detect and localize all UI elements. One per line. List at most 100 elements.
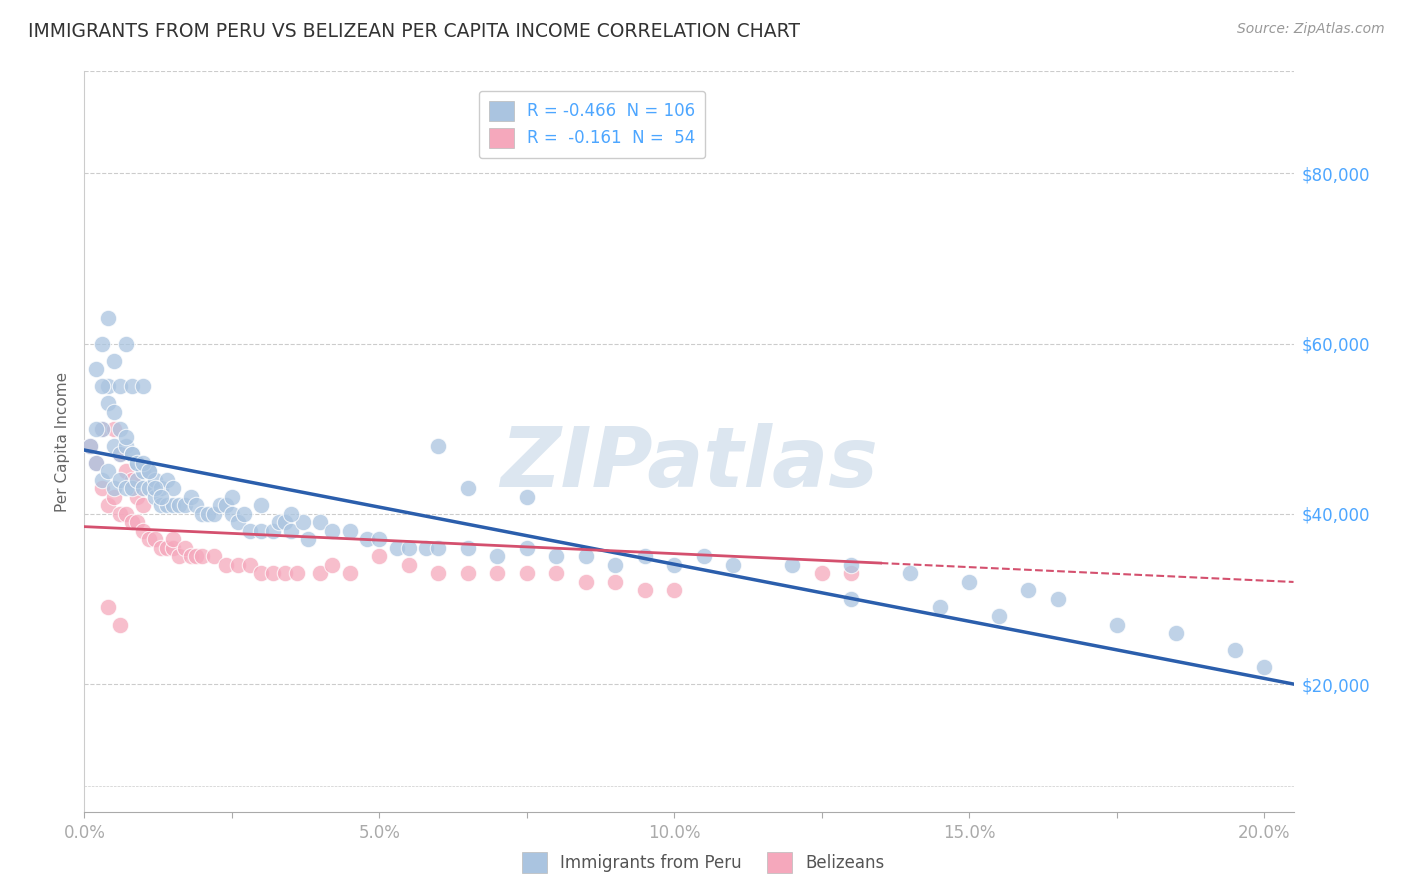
Point [280, 524, 302, 538]
Point [274, 566, 297, 581]
Point [356, 533, 378, 547]
Point [127, 456, 149, 470]
Point [1046, 591, 1069, 606]
Point [321, 558, 343, 572]
Point [202, 507, 225, 521]
Point [97, 600, 120, 615]
Point [297, 533, 319, 547]
Point [634, 583, 657, 598]
Point [121, 447, 143, 461]
Point [280, 507, 302, 521]
Point [150, 490, 173, 504]
Point [226, 516, 249, 530]
Point [114, 430, 136, 444]
Point [103, 481, 125, 495]
Point [398, 558, 420, 572]
Point [97, 311, 120, 326]
Point [385, 541, 408, 555]
Point [127, 490, 149, 504]
Point [79, 439, 101, 453]
Point [605, 574, 627, 589]
Point [839, 558, 862, 572]
Point [121, 473, 143, 487]
Point [516, 541, 538, 555]
Point [1017, 583, 1039, 598]
Point [634, 549, 657, 564]
Point [457, 481, 479, 495]
Point [132, 499, 155, 513]
Point [180, 490, 202, 504]
Point [457, 566, 479, 581]
Point [238, 524, 260, 538]
Point [215, 499, 238, 513]
Point [108, 617, 131, 632]
Point [368, 533, 391, 547]
Point [321, 524, 343, 538]
Point [274, 516, 297, 530]
Point [987, 609, 1010, 624]
Point [202, 549, 225, 564]
Point [575, 574, 598, 589]
Point [262, 566, 284, 581]
Point [97, 379, 120, 393]
Point [191, 549, 214, 564]
Point [309, 516, 332, 530]
Point [516, 566, 538, 581]
Point [415, 541, 437, 555]
Legend: R = -0.466  N = 106, R =  -0.161  N =  54: R = -0.466 N = 106, R = -0.161 N = 54 [479, 91, 706, 158]
Point [150, 541, 173, 555]
Point [103, 439, 125, 453]
Point [162, 499, 184, 513]
Point [91, 336, 114, 351]
Point [267, 516, 290, 530]
Point [103, 422, 125, 436]
Point [132, 464, 155, 478]
Point [250, 499, 273, 513]
Point [91, 422, 114, 436]
Point [208, 499, 231, 513]
Point [132, 379, 155, 393]
Point [114, 439, 136, 453]
Point [132, 456, 155, 470]
Point [167, 499, 190, 513]
Point [127, 456, 149, 470]
Point [97, 464, 120, 478]
Point [121, 516, 143, 530]
Point [575, 549, 598, 564]
Point [839, 591, 862, 606]
Point [103, 490, 125, 504]
Point [186, 549, 208, 564]
Point [546, 549, 568, 564]
Point [138, 533, 160, 547]
Text: IMMIGRANTS FROM PERU VS BELIZEAN PER CAPITA INCOME CORRELATION CHART: IMMIGRANTS FROM PERU VS BELIZEAN PER CAP… [28, 22, 800, 41]
Point [215, 558, 238, 572]
Point [143, 533, 166, 547]
Point [156, 473, 179, 487]
Point [398, 541, 420, 555]
Point [91, 422, 114, 436]
Point [180, 549, 202, 564]
Point [1223, 643, 1246, 657]
Text: ZIPatlas: ZIPatlas [501, 423, 877, 504]
Point [368, 549, 391, 564]
Point [839, 566, 862, 581]
Point [250, 524, 273, 538]
Point [427, 439, 450, 453]
Legend: Immigrants from Peru, Belizeans: Immigrants from Peru, Belizeans [515, 846, 891, 880]
Point [173, 499, 195, 513]
Point [186, 499, 208, 513]
Point [291, 516, 314, 530]
Point [108, 447, 131, 461]
Point [1164, 626, 1187, 640]
Point [84, 422, 107, 436]
Point [156, 541, 179, 555]
Point [221, 507, 243, 521]
Y-axis label: Per Capita Income: Per Capita Income [55, 371, 70, 512]
Point [114, 507, 136, 521]
Point [309, 566, 332, 581]
Point [127, 473, 149, 487]
Point [898, 566, 921, 581]
Point [156, 499, 179, 513]
Point [486, 566, 509, 581]
Point [103, 353, 125, 368]
